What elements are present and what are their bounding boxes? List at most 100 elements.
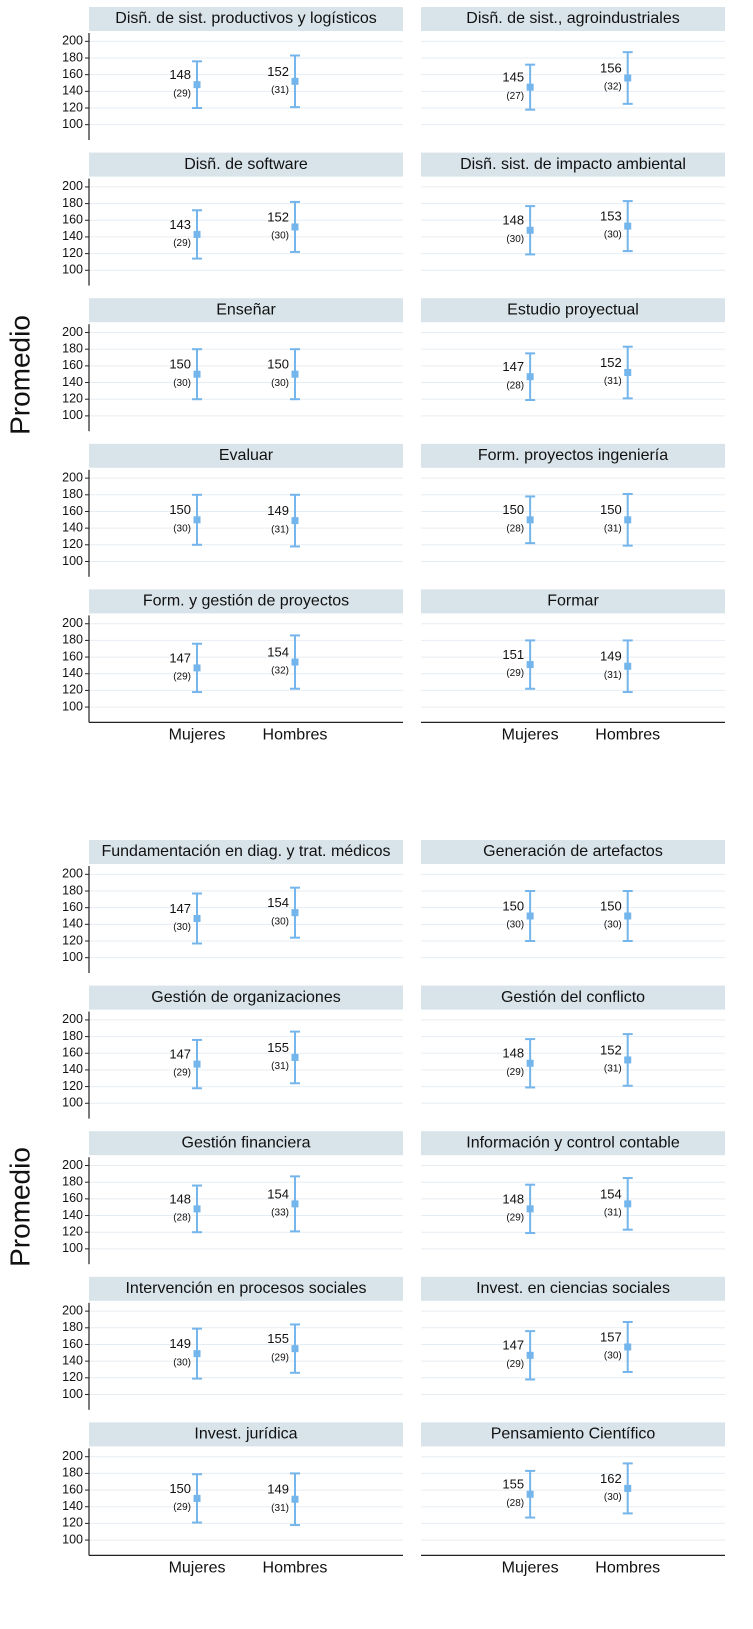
n-label: (31) [271, 85, 289, 96]
value-label: 152 [267, 64, 289, 79]
value-label: 156 [600, 60, 622, 75]
n-label: (30) [271, 231, 289, 242]
y-tick-label: 160 [62, 649, 83, 663]
y-tick-label: 180 [62, 1466, 83, 1480]
panel-title: Pensamiento Científico [491, 1426, 656, 1443]
n-label: (30) [604, 1351, 622, 1362]
mean-point [291, 909, 299, 917]
x-tick-label: Hombres [595, 727, 660, 744]
y-tick-label: 120 [62, 391, 83, 405]
y-tick-label: 120 [62, 100, 83, 114]
n-label: (30) [173, 922, 191, 933]
y-tick-label: 180 [62, 50, 83, 64]
value-label: 154 [267, 895, 289, 910]
value-label: 150 [169, 502, 191, 517]
y-tick-label: 140 [62, 1499, 83, 1513]
panel-title-bg [89, 152, 403, 177]
y-tick-label: 100 [62, 699, 83, 713]
y-tick-label: 140 [62, 1353, 83, 1367]
y-tick-label: 180 [62, 341, 83, 355]
panel-title-bg [89, 589, 403, 614]
mean-point [193, 230, 201, 238]
panel-title-bg [421, 152, 725, 177]
mean-point [291, 1495, 299, 1503]
panel-title: Gestión financiera [182, 1134, 311, 1151]
y-tick-label: 160 [62, 213, 83, 227]
y-tick-label: 160 [62, 1191, 83, 1205]
mean-point [291, 1200, 299, 1208]
value-label: 154 [267, 1186, 289, 1201]
panel-title: Formar [547, 593, 599, 610]
n-label: (27) [506, 91, 524, 102]
panel-title-bg [89, 985, 403, 1010]
panel-title-bg [89, 840, 403, 864]
x-tick-label: Hombres [263, 1560, 328, 1577]
n-label: (31) [271, 1503, 289, 1514]
value-label: 150 [169, 357, 191, 372]
n-label: (29) [506, 1359, 524, 1370]
y-tick-label: 160 [62, 900, 83, 914]
n-label: (29) [173, 1068, 191, 1079]
x-tick-label: Hombres [595, 1560, 660, 1577]
y-tick-label: 160 [62, 358, 83, 372]
y-tick-label: 100 [62, 408, 83, 422]
mean-point [193, 1350, 201, 1358]
panel-title-bg [421, 589, 725, 614]
y-tick-label: 180 [62, 196, 83, 210]
y-tick-label: 100 [62, 1532, 83, 1546]
panel-title: Intervención en procesos sociales [125, 1280, 366, 1297]
mean-point [624, 222, 632, 230]
n-label: (30) [506, 234, 524, 245]
value-label: 149 [600, 649, 622, 664]
y-tick-label: 120 [62, 1370, 83, 1384]
y-tick-label: 200 [62, 1158, 83, 1172]
value-label: 148 [502, 1191, 524, 1206]
y-tick-label: 180 [62, 1029, 83, 1043]
value-label: 152 [600, 1042, 622, 1057]
mean-point [291, 517, 299, 525]
y-tick-label: 180 [62, 487, 83, 501]
mean-point [624, 662, 632, 670]
y-tick-label: 180 [62, 633, 83, 647]
panel-title-bg [421, 1131, 725, 1156]
panel-title-bg [89, 1131, 403, 1156]
value-label: 155 [502, 1477, 524, 1492]
n-label: (28) [173, 1213, 191, 1224]
y-tick-label: 100 [62, 1241, 83, 1255]
y-tick-label: 140 [62, 229, 83, 243]
mean-point [193, 664, 201, 672]
y-tick-label: 140 [62, 1062, 83, 1076]
n-label: (30) [173, 1357, 191, 1368]
panel-title: Información y control contable [466, 1134, 680, 1151]
panel-title: Disñ. de sist., agroindustriales [466, 10, 679, 27]
n-label: (29) [173, 238, 191, 249]
y-axis-label: Promedio [4, 315, 35, 435]
n-label: (29) [506, 668, 524, 679]
value-label: 147 [169, 1047, 191, 1062]
y-tick-label: 180 [62, 1174, 83, 1188]
value-label: 150 [267, 357, 289, 372]
mean-point [291, 77, 299, 85]
y-tick-label: 120 [62, 683, 83, 697]
value-label: 154 [267, 645, 289, 660]
mean-point [291, 223, 299, 231]
mean-point [291, 1345, 299, 1353]
value-label: 150 [502, 502, 524, 517]
mean-point [526, 83, 534, 91]
panel-title-bg [421, 840, 725, 864]
mean-point [624, 1056, 632, 1064]
y-tick-label: 100 [62, 1096, 83, 1110]
y-tick-label: 160 [62, 67, 83, 81]
mean-point [291, 370, 299, 378]
value-label: 149 [267, 1482, 289, 1497]
y-tick-label: 200 [62, 616, 83, 630]
panel-title: Disñ. de software [184, 156, 308, 173]
value-label: 147 [502, 1338, 524, 1353]
y-tick-label: 200 [62, 1449, 83, 1463]
y-tick-label: 200 [62, 325, 83, 339]
n-label: (31) [271, 524, 289, 535]
y-tick-label: 180 [62, 883, 83, 897]
panel-title-bg [421, 298, 725, 323]
n-label: (30) [173, 523, 191, 534]
